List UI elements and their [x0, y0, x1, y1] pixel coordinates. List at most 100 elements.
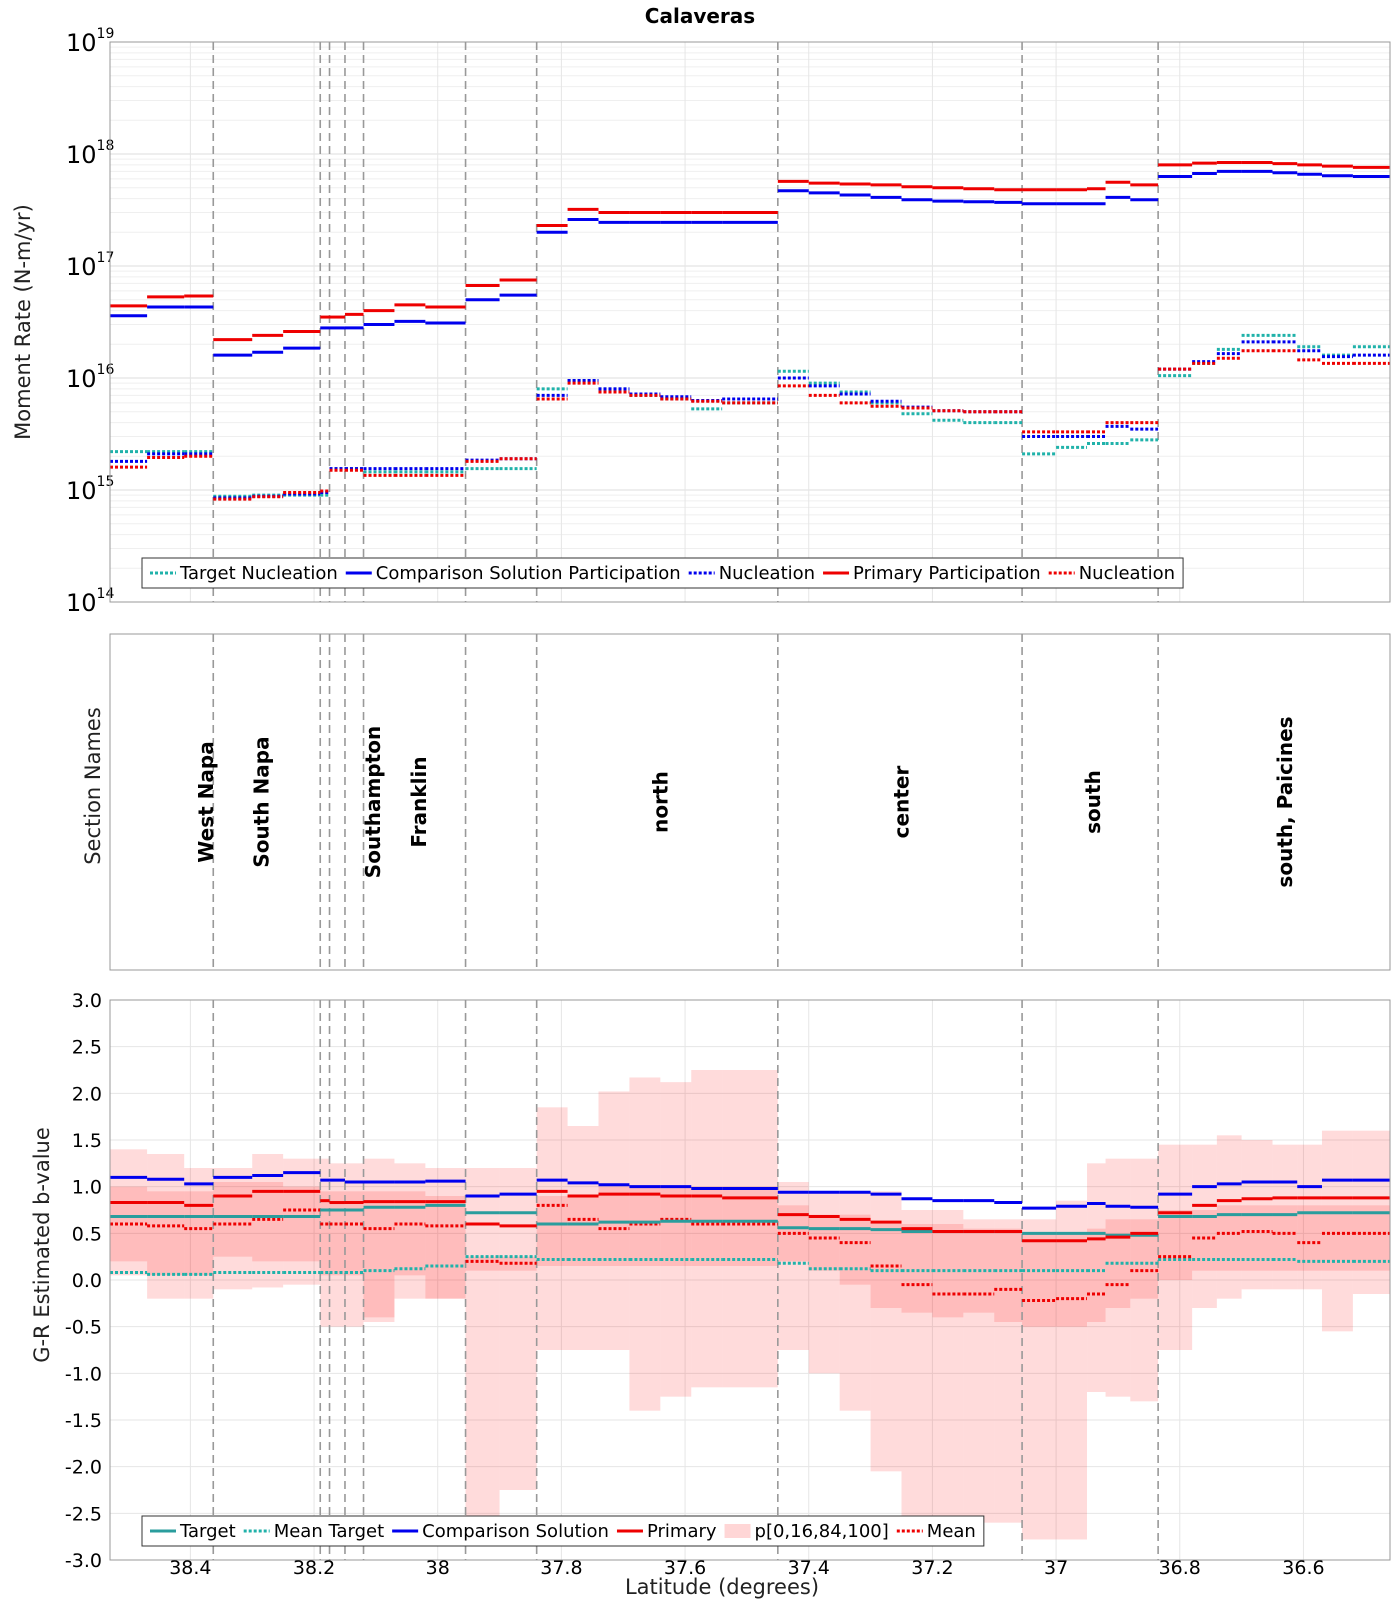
legend-label: Comparison Solution Participation: [376, 563, 681, 584]
percentile-band-outer: [1192, 1144, 1217, 1308]
y-tick-label: 2.0: [72, 1083, 102, 1105]
percentile-band-outer: [1272, 1144, 1298, 1290]
percentile-band-outer: [1130, 1158, 1159, 1402]
percentile-band-outer: [344, 1163, 364, 1327]
percentile-band-inner: [567, 1196, 599, 1266]
legend-box: [141, 557, 1184, 589]
plot-background: [110, 634, 1390, 970]
legend-box: [141, 1515, 985, 1547]
moment-ylabel: Moment Rate (N-m/yr): [11, 204, 35, 440]
y-tick-label: 2.5: [72, 1037, 102, 1059]
y-tick-label: 1016: [66, 362, 114, 393]
percentile-band-inner: [691, 1186, 723, 1266]
y-tick-label: 1018: [66, 138, 114, 169]
x-tick-label: 38.2: [293, 1557, 335, 1579]
percentile-band-inner: [344, 1191, 364, 1276]
y-tick-label: -2.0: [65, 1457, 102, 1479]
legend-label: Nucleation: [719, 563, 815, 584]
x-axis-label: Latitude (degrees): [625, 1575, 819, 1599]
chart-title: Calaveras: [645, 4, 755, 28]
percentile-band-outer: [994, 1219, 1023, 1523]
percentile-band-inner: [363, 1191, 395, 1322]
section-name-label: south: [1081, 770, 1105, 834]
percentile-band-inner: [1297, 1205, 1322, 1271]
percentile-band-inner: [1130, 1219, 1159, 1299]
percentile-band-outer: [808, 1191, 840, 1374]
percentile-band-outer: [1056, 1200, 1088, 1540]
y-tick-label: -1.0: [65, 1363, 102, 1385]
y-tick-label: 1019: [66, 26, 114, 57]
section-name-label: Franklin: [407, 756, 431, 847]
percentile-band-inner: [901, 1224, 933, 1313]
legend-label: Primary: [647, 1521, 717, 1542]
percentile-band-inner: [394, 1191, 426, 1276]
percentile-band-inner: [252, 1182, 284, 1262]
percentile-band-outer: [363, 1158, 395, 1318]
legend-label: p[0,16,84,100]: [755, 1521, 889, 1542]
y-tick-label: 1.5: [72, 1130, 102, 1152]
x-tick-label: 38.4: [169, 1557, 211, 1579]
percentile-band-inner: [147, 1191, 185, 1276]
plot-frame: [109, 633, 1391, 971]
percentile-band-outer: [691, 1070, 723, 1388]
legend-label: Nucleation: [1079, 563, 1175, 584]
percentile-band-outer: [465, 1168, 500, 1518]
percentile-band-outer: [283, 1158, 321, 1285]
y-tick-label: -3.0: [65, 1550, 102, 1572]
y-tick-label: 0.5: [72, 1223, 102, 1245]
percentile-band-inner: [598, 1186, 630, 1266]
section-name-label: South Napa: [249, 736, 273, 867]
moment-rate-panel: 1014 1015 1016 1017 1018 1019 Target Nucleatio…: [66, 26, 1391, 617]
legend-label: Mean: [927, 1521, 976, 1542]
bvalue-ylabel: G-R Estimated b-value: [30, 1127, 54, 1363]
percentile-band-outer: [184, 1168, 214, 1299]
percentile-band-inner: [808, 1214, 840, 1271]
percentile-band-inner: [722, 1186, 778, 1266]
percentile-band-outer: [1158, 1144, 1193, 1350]
legend-label: Primary Participation: [853, 563, 1041, 584]
percentile-band-outer: [1105, 1158, 1131, 1397]
y-tick-label: 1014: [66, 586, 114, 617]
x-tick-label: 37.6: [664, 1557, 706, 1579]
y-tick-label: 0.0: [72, 1270, 102, 1292]
y-tick-label: -1.5: [65, 1410, 102, 1432]
percentile-band-outer: [932, 1210, 964, 1523]
percentile-band-inner: [994, 1228, 1023, 1322]
section-name-label: West Napa: [194, 741, 218, 862]
percentile-band-inner: [213, 1182, 253, 1257]
percentile-band-outer: [536, 1107, 568, 1350]
percentile-band-inner: [320, 1191, 330, 1276]
percentile-band-outer: [394, 1163, 426, 1299]
plot-frame: [109, 41, 1391, 603]
section-name-label: Southampton: [361, 726, 385, 878]
x-tick-label: 37.2: [911, 1557, 953, 1579]
plot-background: [110, 42, 1390, 602]
percentile-band-outer: [660, 1082, 692, 1397]
percentile-band-outer: [213, 1168, 253, 1290]
legend-label: Target: [179, 1521, 236, 1542]
legend-swatch: [724, 1524, 751, 1538]
percentile-band-outer: [629, 1077, 661, 1411]
percentile-band-inner: [1352, 1205, 1390, 1271]
percentile-band-inner: [465, 1256, 500, 1271]
percentile-band-inner: [499, 1256, 537, 1271]
y-tick-label: -0.5: [65, 1317, 102, 1339]
percentile-band-inner: [660, 1186, 692, 1266]
section-names-panel: West Napa South Napa Southampton Franklin no…: [109, 633, 1391, 971]
y-tick-label: 1015: [66, 474, 114, 505]
percentile-band-outer: [329, 1163, 345, 1327]
x-tick-label: 37.8: [540, 1557, 582, 1579]
percentile-band-outer: [722, 1070, 778, 1388]
percentile-band-inner: [1022, 1233, 1057, 1327]
b-value-panel: 3.0 2.5 2.0 1.5 1.0 0.5 0.0 -0.5 -1.0 -1.5 -2.0 -2.…: [65, 990, 1391, 1579]
percentile-band-inner: [536, 1196, 568, 1266]
percentile-band-outer: [777, 1182, 809, 1350]
section-name-label: center: [889, 766, 913, 839]
y-tick-label: -2.5: [65, 1503, 102, 1525]
percentile-band-outer: [1216, 1135, 1242, 1299]
legend-label: Mean Target: [274, 1521, 384, 1542]
section-name-label: north: [648, 771, 672, 833]
percentile-band-inner: [283, 1186, 321, 1262]
percentile-band-inner: [329, 1191, 345, 1276]
